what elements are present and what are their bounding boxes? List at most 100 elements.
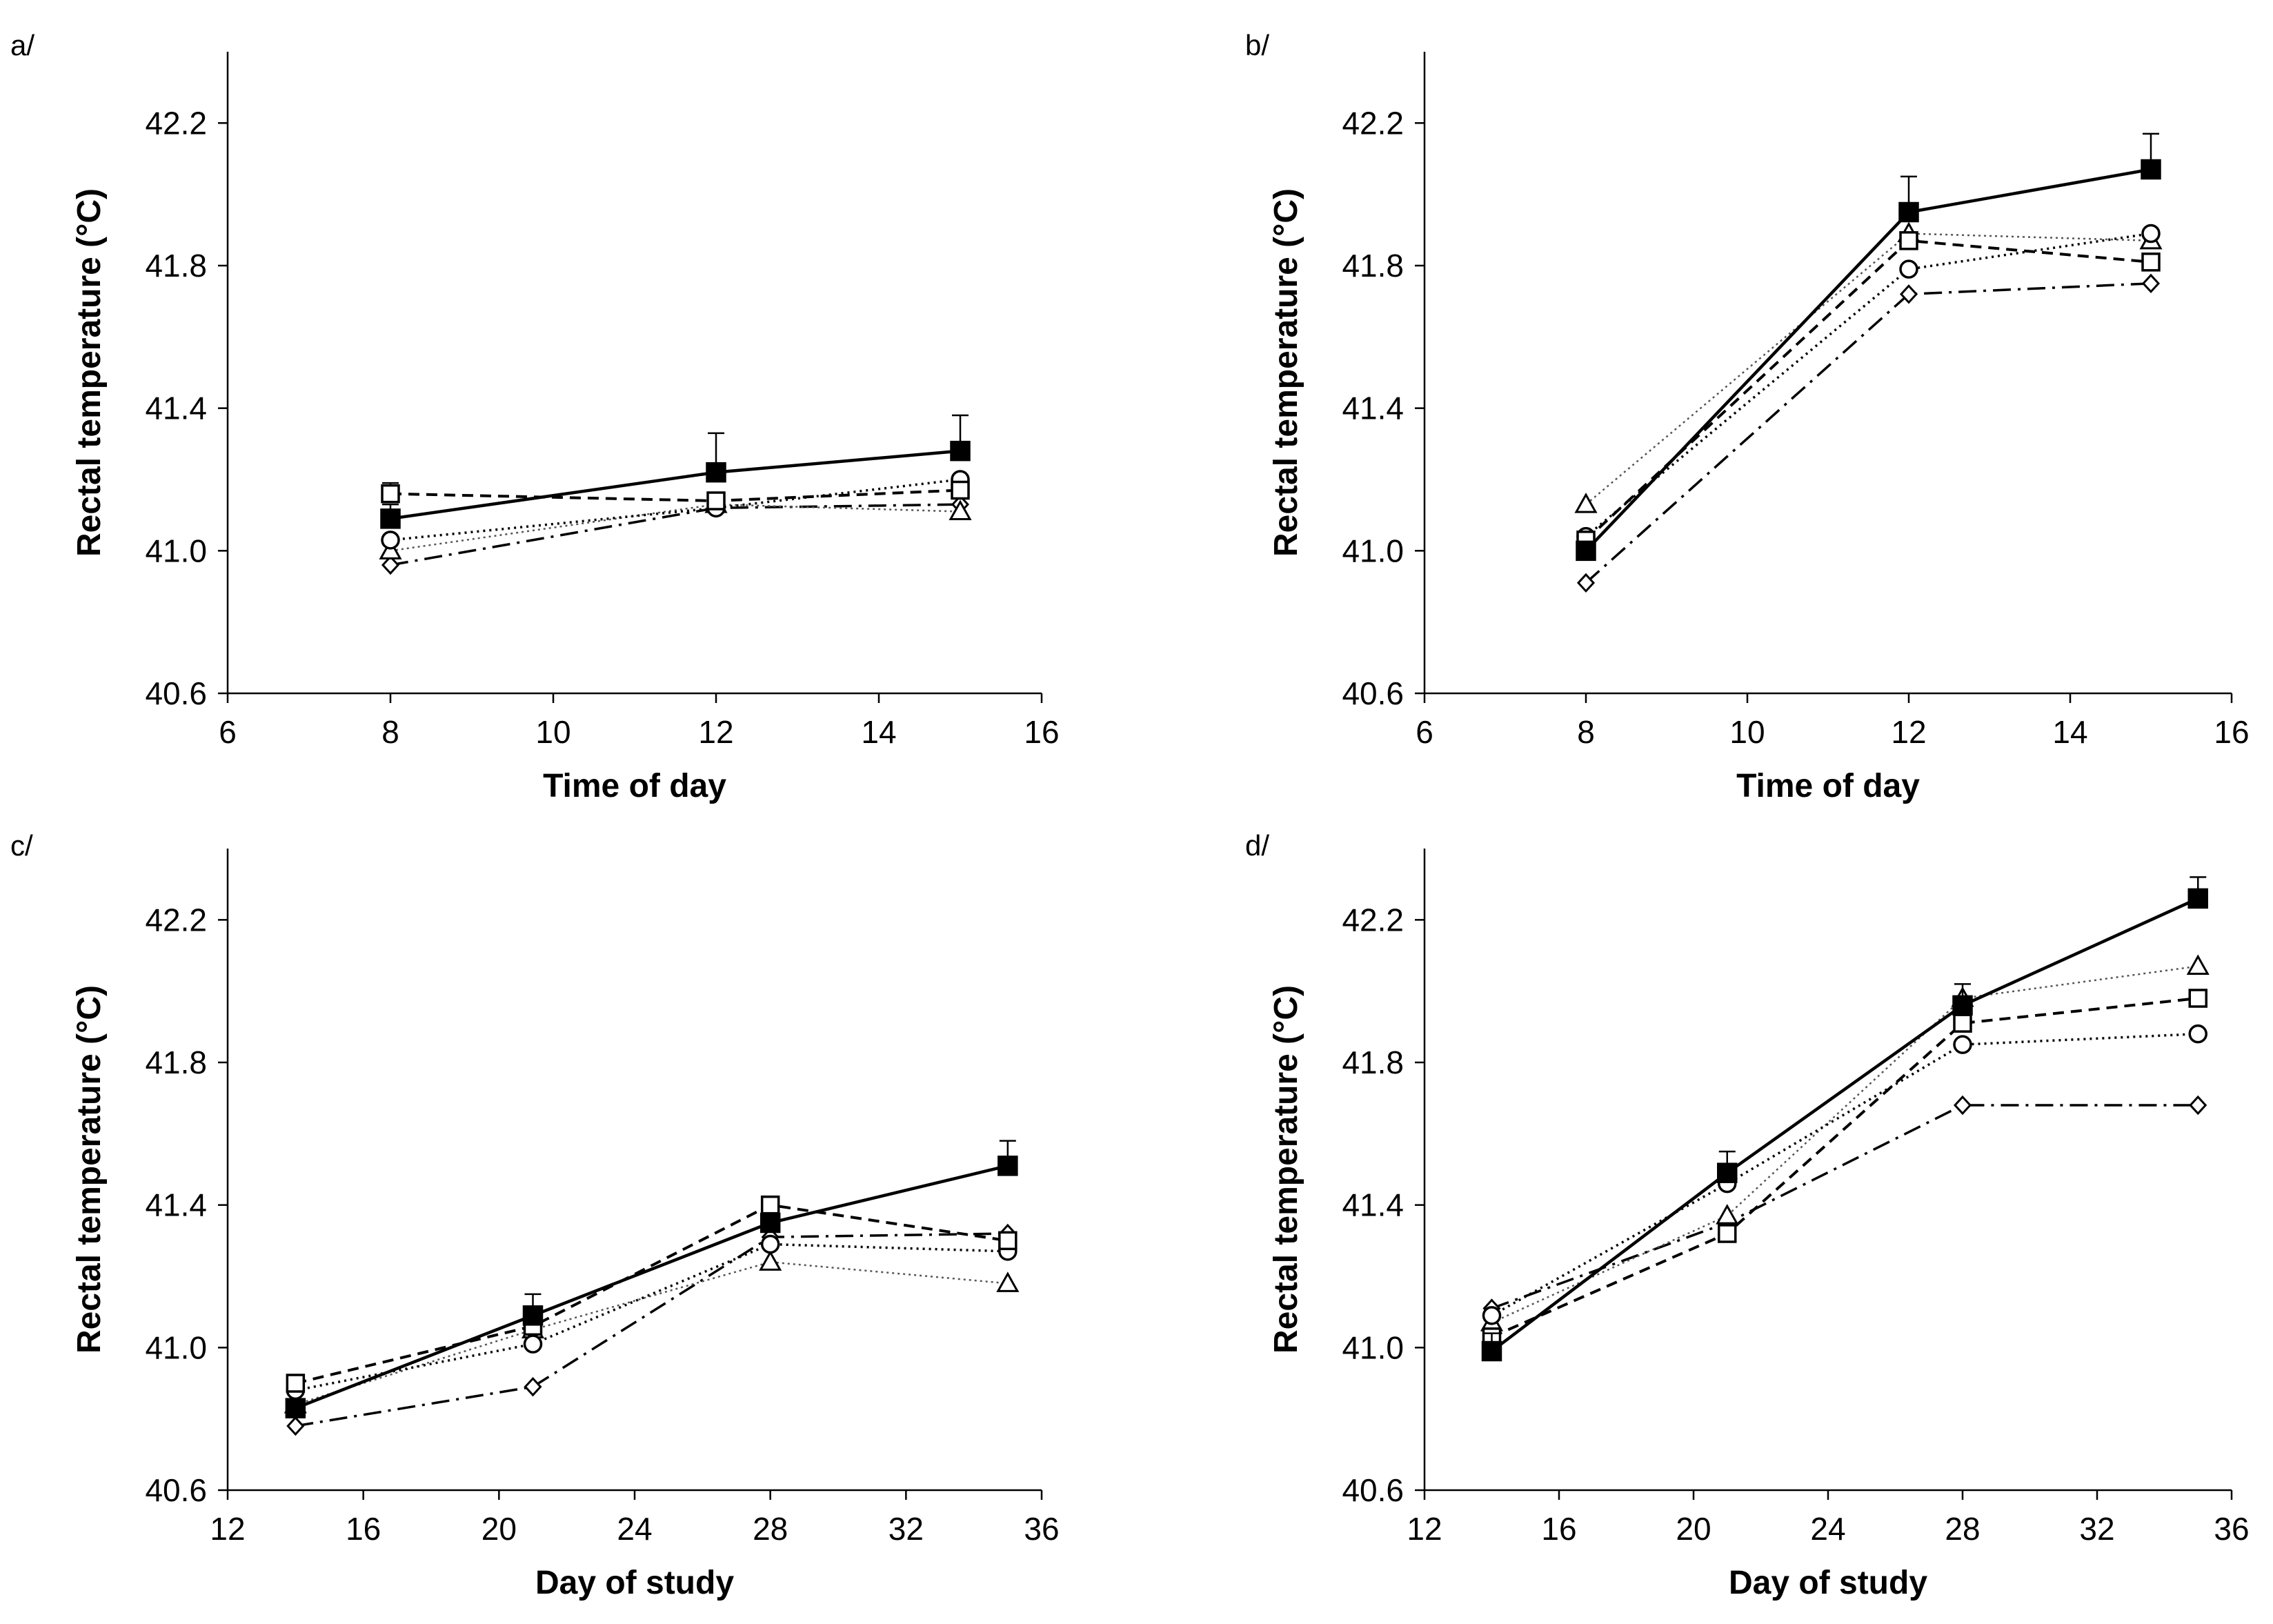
y-tick-label: 40.6 — [145, 675, 207, 711]
x-tick-label: 36 — [1024, 1511, 1059, 1547]
data-point — [760, 1195, 780, 1215]
chart-panel-b: b/40.6 41.0 41.4 41.8 42.2 6 8 10 12 14 16 Time of … — [1245, 29, 2250, 804]
data-point — [379, 539, 402, 560]
y-tick-label: 40.6 — [1342, 675, 1404, 711]
data-point — [2141, 159, 2161, 180]
x-tick-label: 12 — [210, 1511, 245, 1547]
x-tick-label: 6 — [1416, 714, 1433, 750]
series-filled-square — [1576, 132, 2161, 562]
y-tick-label: 41.4 — [145, 1187, 207, 1223]
series-line — [390, 503, 961, 552]
data-point — [949, 499, 972, 520]
y-tick-label: 41.4 — [1342, 390, 1404, 426]
series-open-diamond — [286, 1223, 1017, 1436]
chart-panel-a: a/40.6 41.0 41.4 41.8 42.2 6 8 10 12 14 16 Time of … — [10, 29, 1060, 804]
x-tick-label: 14 — [861, 714, 896, 750]
data-point — [1953, 1013, 1972, 1033]
panel-label: d/ — [1245, 829, 1269, 862]
x-tick-label: 6 — [219, 714, 237, 750]
x-tick-label: 32 — [889, 1511, 924, 1547]
series-line — [390, 503, 961, 566]
data-point — [523, 1334, 543, 1354]
y-tick-label: 42.2 — [1342, 105, 1404, 141]
series-line — [1491, 1104, 2198, 1310]
y-tick-label: 42.2 — [145, 902, 207, 938]
data-point — [996, 1271, 1020, 1292]
x-tick-label: 12 — [698, 714, 733, 750]
panel-label: c/ — [10, 829, 33, 862]
x-tick-label: 8 — [1577, 714, 1595, 750]
x-tick-label: 28 — [1945, 1511, 1980, 1547]
x-tick-label: 16 — [1541, 1511, 1576, 1547]
x-tick-label: 20 — [482, 1511, 517, 1547]
x-axis-title: Time of day — [543, 768, 726, 804]
series-open-square — [1482, 989, 2207, 1347]
data-point — [760, 1212, 781, 1234]
chart-panel-d: d/40.6 41.0 41.4 41.8 42.2 12 16 20 24 28 32 36 Day … — [1245, 829, 2250, 1601]
series-line — [1585, 282, 2152, 584]
data-point — [1482, 1306, 1502, 1325]
data-point — [2188, 989, 2207, 1008]
x-tick-label: 12 — [1407, 1511, 1442, 1547]
x-tick-label: 24 — [617, 1511, 652, 1547]
data-point — [1899, 259, 1918, 279]
data-point — [380, 508, 401, 529]
data-point — [1574, 493, 1598, 513]
y-tick-label: 41.0 — [145, 533, 207, 568]
series-open-square — [1576, 231, 2161, 550]
series-line — [390, 478, 961, 542]
data-point — [286, 1374, 306, 1393]
y-tick-label: 41.8 — [145, 248, 207, 284]
data-point — [381, 531, 400, 550]
chart-panel-c: c/40.6 41.0 41.4 41.8 42.2 12 16 20 24 28 32 36 Day … — [10, 829, 1060, 1601]
data-point — [381, 484, 400, 504]
data-point — [1952, 995, 1973, 1016]
series-open-circle — [1482, 1024, 2207, 1325]
data-point — [286, 1416, 305, 1436]
data-point — [1481, 1340, 1502, 1362]
data-point — [1576, 540, 1596, 562]
data-point — [381, 555, 400, 575]
series-line — [295, 1164, 1009, 1410]
x-tick-label: 28 — [753, 1511, 788, 1547]
series-open-triangle — [284, 1250, 1020, 1414]
data-point — [950, 440, 971, 462]
y-tick-label: 41.8 — [1342, 1044, 1404, 1080]
x-tick-label: 32 — [2079, 1511, 2114, 1547]
data-point — [1953, 1035, 1972, 1054]
series-line — [295, 1232, 1008, 1427]
data-point — [998, 1231, 1018, 1251]
panel-label: a/ — [10, 29, 34, 61]
y-tick-label: 42.2 — [145, 105, 207, 141]
series-line — [1491, 897, 2199, 1353]
series-filled-square — [380, 414, 971, 529]
y-tick-label: 40.6 — [145, 1472, 207, 1508]
panel-label: b/ — [1245, 29, 1269, 61]
x-tick-label: 14 — [2052, 714, 2087, 750]
series-filled-square — [285, 1140, 1018, 1418]
x-tick-label: 36 — [2214, 1511, 2249, 1547]
data-point — [1716, 1204, 1739, 1225]
data-point — [522, 1305, 544, 1326]
y-axis-title: Rectal temperature (°C) — [71, 188, 108, 557]
data-point — [2141, 252, 2161, 272]
series-line — [390, 488, 961, 502]
data-point — [1899, 284, 1918, 304]
y-axis-title: Rectal temperature (°C) — [1268, 985, 1304, 1354]
y-tick-label: 41.4 — [145, 390, 207, 426]
x-tick-label: 10 — [1729, 714, 1765, 750]
y-tick-label: 42.2 — [1342, 902, 1404, 938]
x-tick-label: 20 — [1676, 1511, 1711, 1547]
x-tick-label: 16 — [346, 1511, 381, 1547]
data-point — [759, 1250, 782, 1271]
data-point — [1717, 1162, 1738, 1183]
x-tick-label: 8 — [381, 714, 399, 750]
data-point — [285, 1398, 306, 1418]
x-axis-title: Day of study — [1729, 1565, 1927, 1601]
data-point — [2186, 954, 2210, 975]
y-tick-label: 41.0 — [1342, 533, 1404, 568]
y-tick-label: 41.0 — [1342, 1329, 1404, 1365]
data-point — [2187, 888, 2208, 909]
data-point — [2188, 1024, 2207, 1044]
